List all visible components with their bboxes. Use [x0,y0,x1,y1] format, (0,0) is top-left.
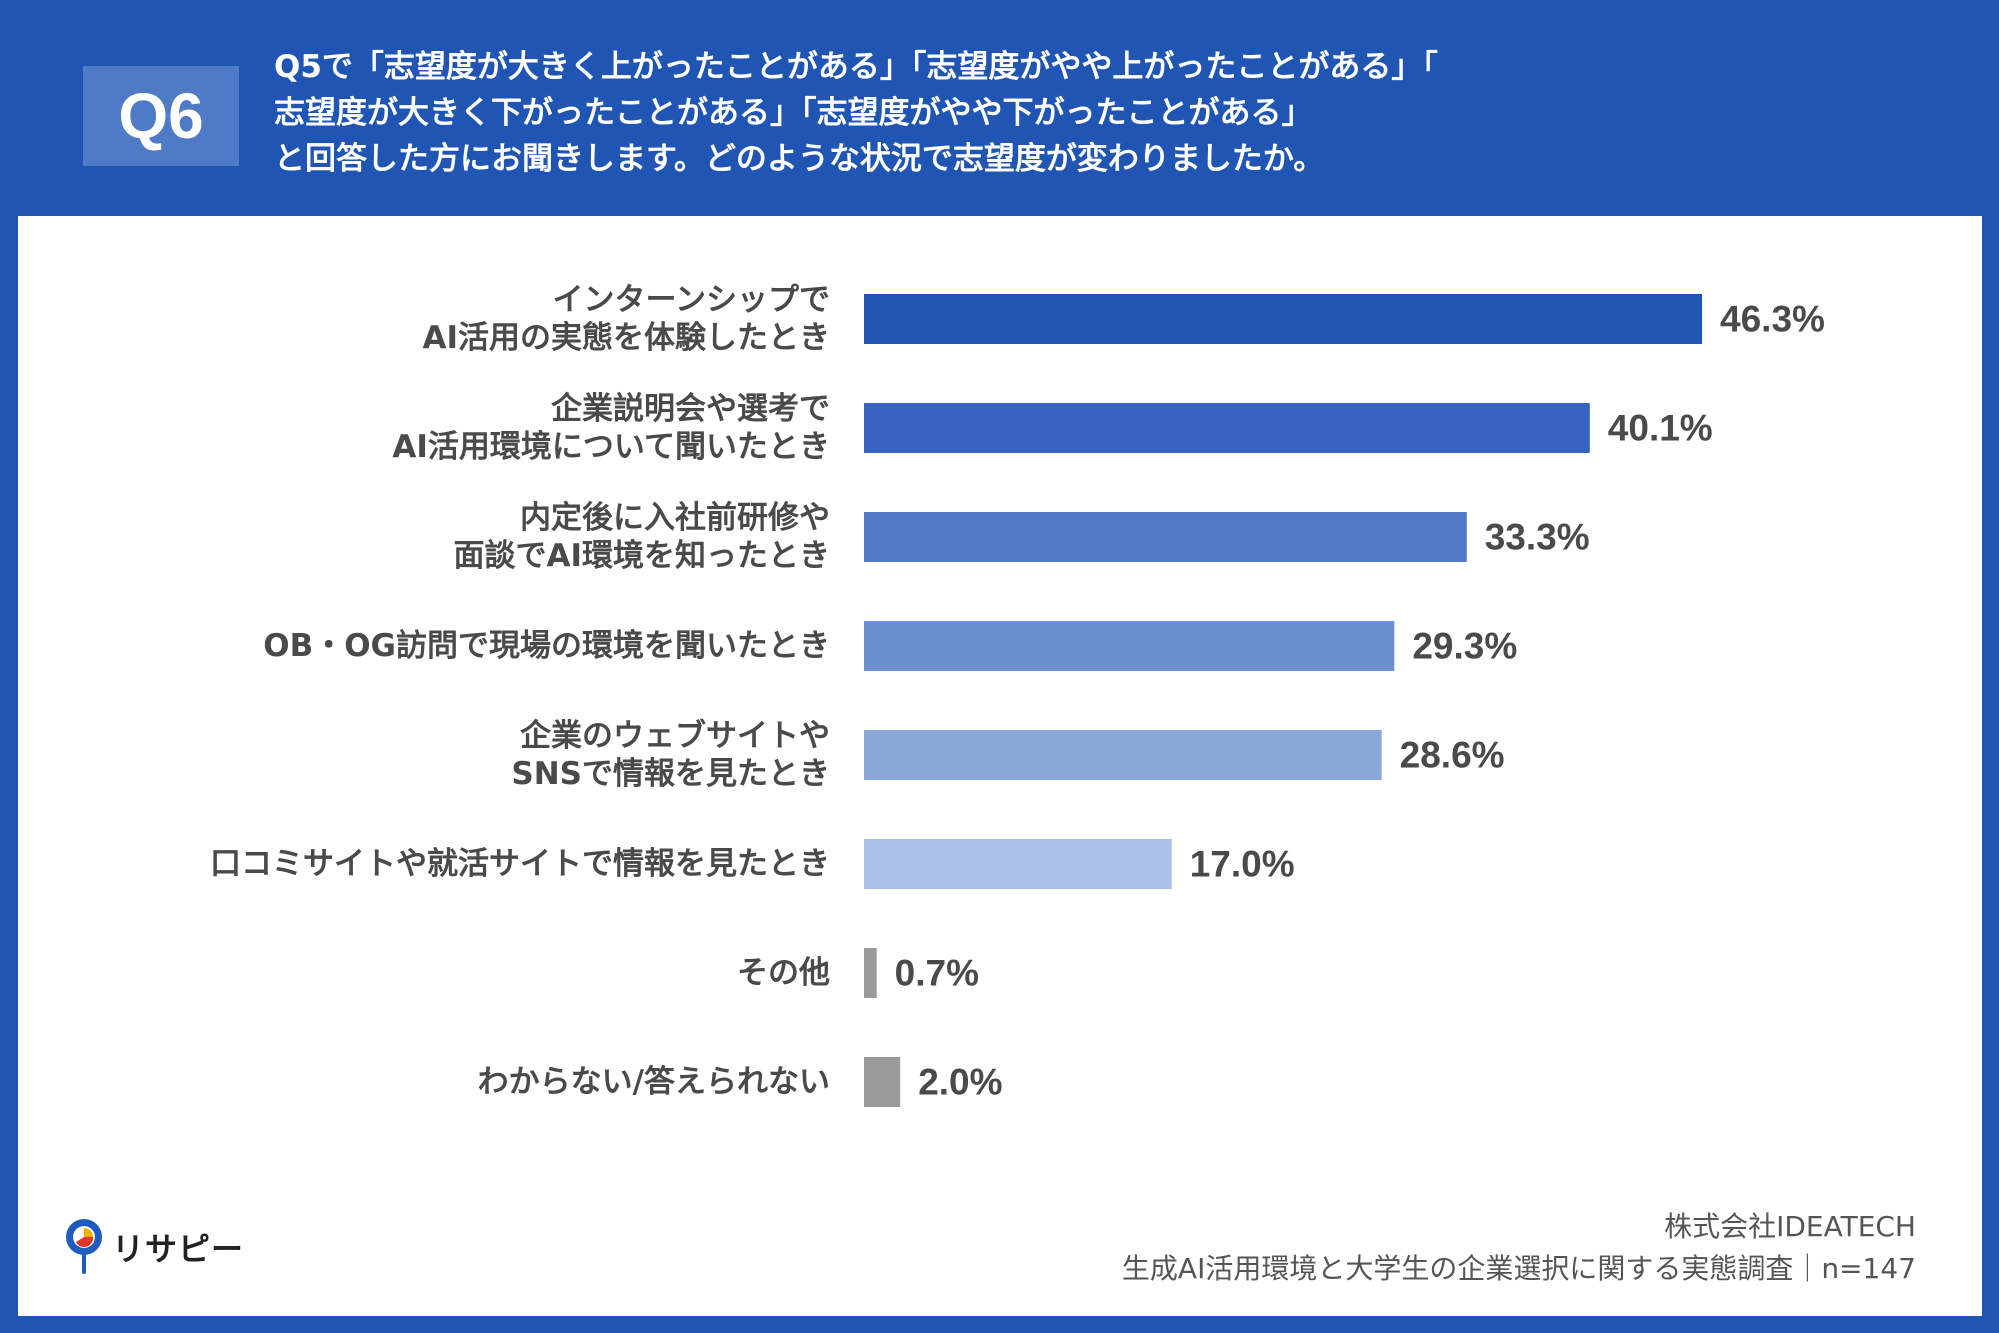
category-label-2-0: 内定後に入社前研修や [520,500,830,536]
value-label-2: 33.3% [1485,517,1590,558]
category-label-6-0: その他 [737,955,830,991]
bar-4 [864,730,1382,780]
bar-5 [864,839,1172,889]
category-label-4-0: 企業のウェブサイトや [520,718,830,754]
value-label-4: 28.6% [1400,735,1505,776]
category-label-4-1: SNSで情報を見たとき [511,756,830,792]
value-label-0: 46.3% [1720,299,1825,340]
bar-2 [864,512,1467,562]
brand-logo-text: リサピー [112,1230,245,1268]
bar-7 [864,1057,901,1107]
source-note: 株式会社IDEATECH 生成AI活用環境と大学生の企業選択に関する実態調査｜n… [1122,1206,1916,1290]
category-label-2-1: 面談でAI環境を知ったとき [453,538,830,574]
value-label-3: 29.3% [1412,626,1517,667]
header: Q6 Q5で「志望度が大きく上がったことがある」「志望度がやや上がったことがある… [0,0,1999,216]
category-label-0-0: インターンシップで [553,282,830,318]
category-label-1-0: 企業説明会や選考で [551,391,830,427]
value-label-7: 2.0% [918,1062,1002,1103]
value-label-1: 40.1% [1608,408,1713,449]
location-pin-icon [66,1219,102,1274]
category-label-3-0: OB・OG訪問で現場の環境を聞いたとき [263,628,830,664]
category-label-0-1: AI活用の実態を体験したとき [422,320,830,356]
question-badge: Q6 [83,66,239,166]
value-label-6: 0.7% [895,953,979,994]
chart-panel: インターンシップで AI活用の実態を体験したとき 46.3% 企業説明会や選考で AI活… [18,216,1982,1316]
brand-logo: リサピー [62,1217,244,1277]
source-survey: 生成AI活用環境と大学生の企業選択に関する実態調査｜n=147 [1121,1252,1916,1285]
bar-0 [864,294,1703,344]
category-label-7-0: わからない/答えられない [478,1064,830,1100]
source-company: 株式会社IDEATECH [1664,1210,1916,1243]
question-text: Q5で「志望度が大きく上がったことがある」「志望度がやや上がったことがある」「 … [274,49,1438,177]
bar-1 [864,403,1590,453]
category-label-1-1: AI活用環境について聞いたとき [392,429,830,465]
category-label-5-0: 口コミサイトや就活サイトで情報を見たとき [210,846,830,882]
value-label-5: 17.0% [1190,844,1295,885]
bar-3 [864,621,1395,671]
bar-6 [864,948,877,998]
